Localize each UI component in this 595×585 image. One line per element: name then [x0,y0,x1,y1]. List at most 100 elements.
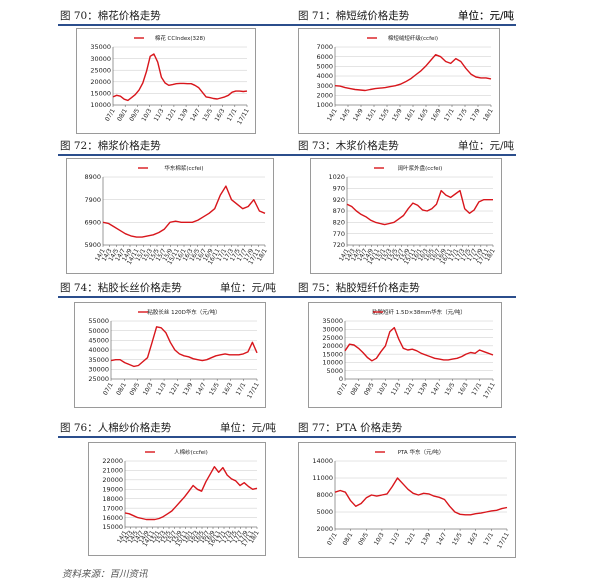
y-tick-label: 10000 [90,101,111,109]
series-line [346,189,493,226]
x-tick-label: 15/5 [444,381,457,396]
figure-title: 图 76：人棉纱价格走势 [60,422,172,434]
x-tick-label: 16/3 [467,531,480,546]
x-tick-label: 17/9 [469,107,482,122]
y-tick-label: 10000 [322,359,343,367]
y-tick-label: 25000 [88,375,109,383]
y-tick-label: 8000 [316,491,333,499]
x-tick-label: 16/9 [430,107,443,122]
x-tick-label: 09/5 [363,381,376,396]
series-line [112,53,248,102]
series-line [344,326,494,362]
figure-panel-72: 图 72：棉浆价格走势 单位：元/吨 华东棉浆(ccfei) 8900 7900 690… [58,138,516,278]
x-tick-label: 16/1 [404,107,417,122]
x-tick-label: 09/5 [128,107,141,122]
y-tick-label: 35000 [90,43,111,51]
chart-title: 阔叶浆外盘(ccfei) [398,164,443,172]
y-tick-label: 19000 [102,485,123,493]
x-tick-label: 14/7 [189,107,202,122]
y-tick-label: 0 [339,375,343,383]
figure-title: 图 75：粘胶短纤价格走势 [298,282,420,294]
x-tick-label: 12/1 [404,531,417,546]
y-tick-label: 22000 [102,457,123,465]
figure-title: 图 73：木浆价格走势 [298,140,399,152]
chart-title: 华东棉浆(ccfei) [164,164,203,172]
x-tick-label: 10/3 [142,381,155,396]
series-line [124,466,258,521]
y-tick-label: 1020 [328,173,345,181]
y-tick-label: 30000 [90,55,111,63]
y-tick-label: 16000 [102,514,123,522]
figure-panel-70: 图 70：棉花价格走势 单位：元/吨 棉花 CCIndex(328) 35000 30… [58,8,516,136]
y-tick-label: 5000 [326,367,343,375]
y-tick-label: 770 [333,230,345,238]
y-tick-label: 25000 [90,66,111,74]
chart-frame: 棉花 CCIndex(328) 35000 30000 25000 20000 15000… [76,28,256,134]
figure-title: 图 70：棉花价格走势 [60,10,161,22]
y-tick-label: 45000 [88,337,109,345]
x-tick-label: 07/1 [326,531,339,546]
y-tick-label: 55000 [88,317,109,325]
y-tick-label: 20000 [102,476,123,484]
x-tick-label: 17/11 [246,381,261,400]
y-tick-label: 35000 [88,356,109,364]
y-tick-label: 1000 [316,101,333,109]
x-tick-label: 08/1 [342,531,355,546]
x-tick-label: 18/1 [482,107,495,122]
chart-title: 棉短绒短纤级(ccfei) [388,34,438,42]
x-tick-label: 11/3 [390,381,403,396]
x-tick-label: 15/1 [365,107,378,122]
x-tick-label: 15/5 [201,107,214,122]
unit-label: 单位：元/吨 [457,10,514,22]
x-tick-label: 15/5 [378,107,391,122]
chart-frame: 粘胶长丝 120D华东（元/吨） 55000 50000 45000 40000 3500… [74,302,266,408]
y-tick-label: 5900 [84,241,101,249]
y-tick-label: 970 [333,185,345,193]
figure-panel-71: 图 71：棉短绒价格走势 单位：元/吨 棉短绒短纤级(ccfei) 7000 6000… [296,8,516,136]
x-tick-label: 14/1 [326,107,339,122]
x-tick-label: 16/5 [417,107,430,122]
chart-frame: 粘胶短纤 1.5D×38mm华东（元/吨） 35000 30000 25000 2000… [308,302,502,408]
x-tick-label: 14/7 [430,381,443,396]
y-tick-label: 15000 [322,350,343,358]
x-tick-label: 10/3 [376,381,389,396]
chart-title: 粘胶长丝 120D华东（元/吨） [147,308,220,316]
x-tick-label: 10/3 [373,531,386,546]
unit-label: 单位：元/吨 [219,422,276,434]
y-tick-label: 820 [333,219,345,227]
x-tick-label: 13/9 [417,381,430,396]
x-tick-label: 07/1 [102,381,115,396]
y-tick-label: 14000 [312,457,333,465]
y-tick-label: 870 [333,207,345,215]
y-tick-label: 4000 [316,72,333,80]
x-tick-label: 17/1 [470,381,483,396]
x-tick-label: 13/9 [420,531,433,546]
y-tick-label: 35000 [322,317,343,325]
figure-panel-75: 图 75：粘胶短纤价格走势 粘胶短纤 1.5D×38mm华东（元/吨） 35000… [296,280,516,410]
y-tick-label: 720 [333,241,345,249]
figure-panel-74: 图 74：粘胶长丝价格走势 单位：元/吨 粘胶长丝 120D华东（元/吨） 5500… [58,280,516,410]
x-tick-label: 09/5 [357,531,370,546]
x-tick-label: 16/3 [221,381,234,396]
figure-panel-73: 图 73：木浆价格走势 阔叶浆外盘(ccfei) 1020 970 920 870 820… [296,138,516,278]
figure-panel-76: 图 76：人棉纱价格走势 单位：元/吨 人棉纱(ccfei) 22000 21000 2… [58,420,516,560]
figure-panel-77: 图 77：PTA 价格走势 PTA 华东（元/吨） 14000 11000 8000 5… [296,420,516,560]
x-tick-label: 07/1 [104,107,117,122]
chart-frame: 华东棉浆(ccfei) 8900 7900 6900 5900 14/1 14/3 14/5 1… [66,158,274,274]
source-note: 资料来源：百川资讯 [62,569,148,580]
figure-title: 图 74：粘胶长丝价格走势 [60,282,182,294]
x-tick-label: 07/1 [336,381,349,396]
y-tick-label: 30000 [322,325,343,333]
x-tick-label: 10/3 [140,107,153,122]
x-tick-label: 15/5 [208,381,221,396]
figure-title: 图 71：棉短绒价格走势 [298,10,410,22]
line-chart: 华东棉浆(ccfei)890079006900590014/114/314/51… [84,164,268,266]
x-tick-label: 17/1 [235,381,248,396]
y-tick-label: 25000 [322,334,343,342]
x-tick-label: 12/1 [165,107,178,122]
unit-label: 单位：元/吨 [457,140,514,152]
chart-frame: 棉短绒短纤级(ccfei) 7000 6000 5000 4000 3000 2000 100… [298,28,500,134]
chart-title: 粘胶短纤 1.5D×38mm华东（元/吨） [372,308,466,316]
